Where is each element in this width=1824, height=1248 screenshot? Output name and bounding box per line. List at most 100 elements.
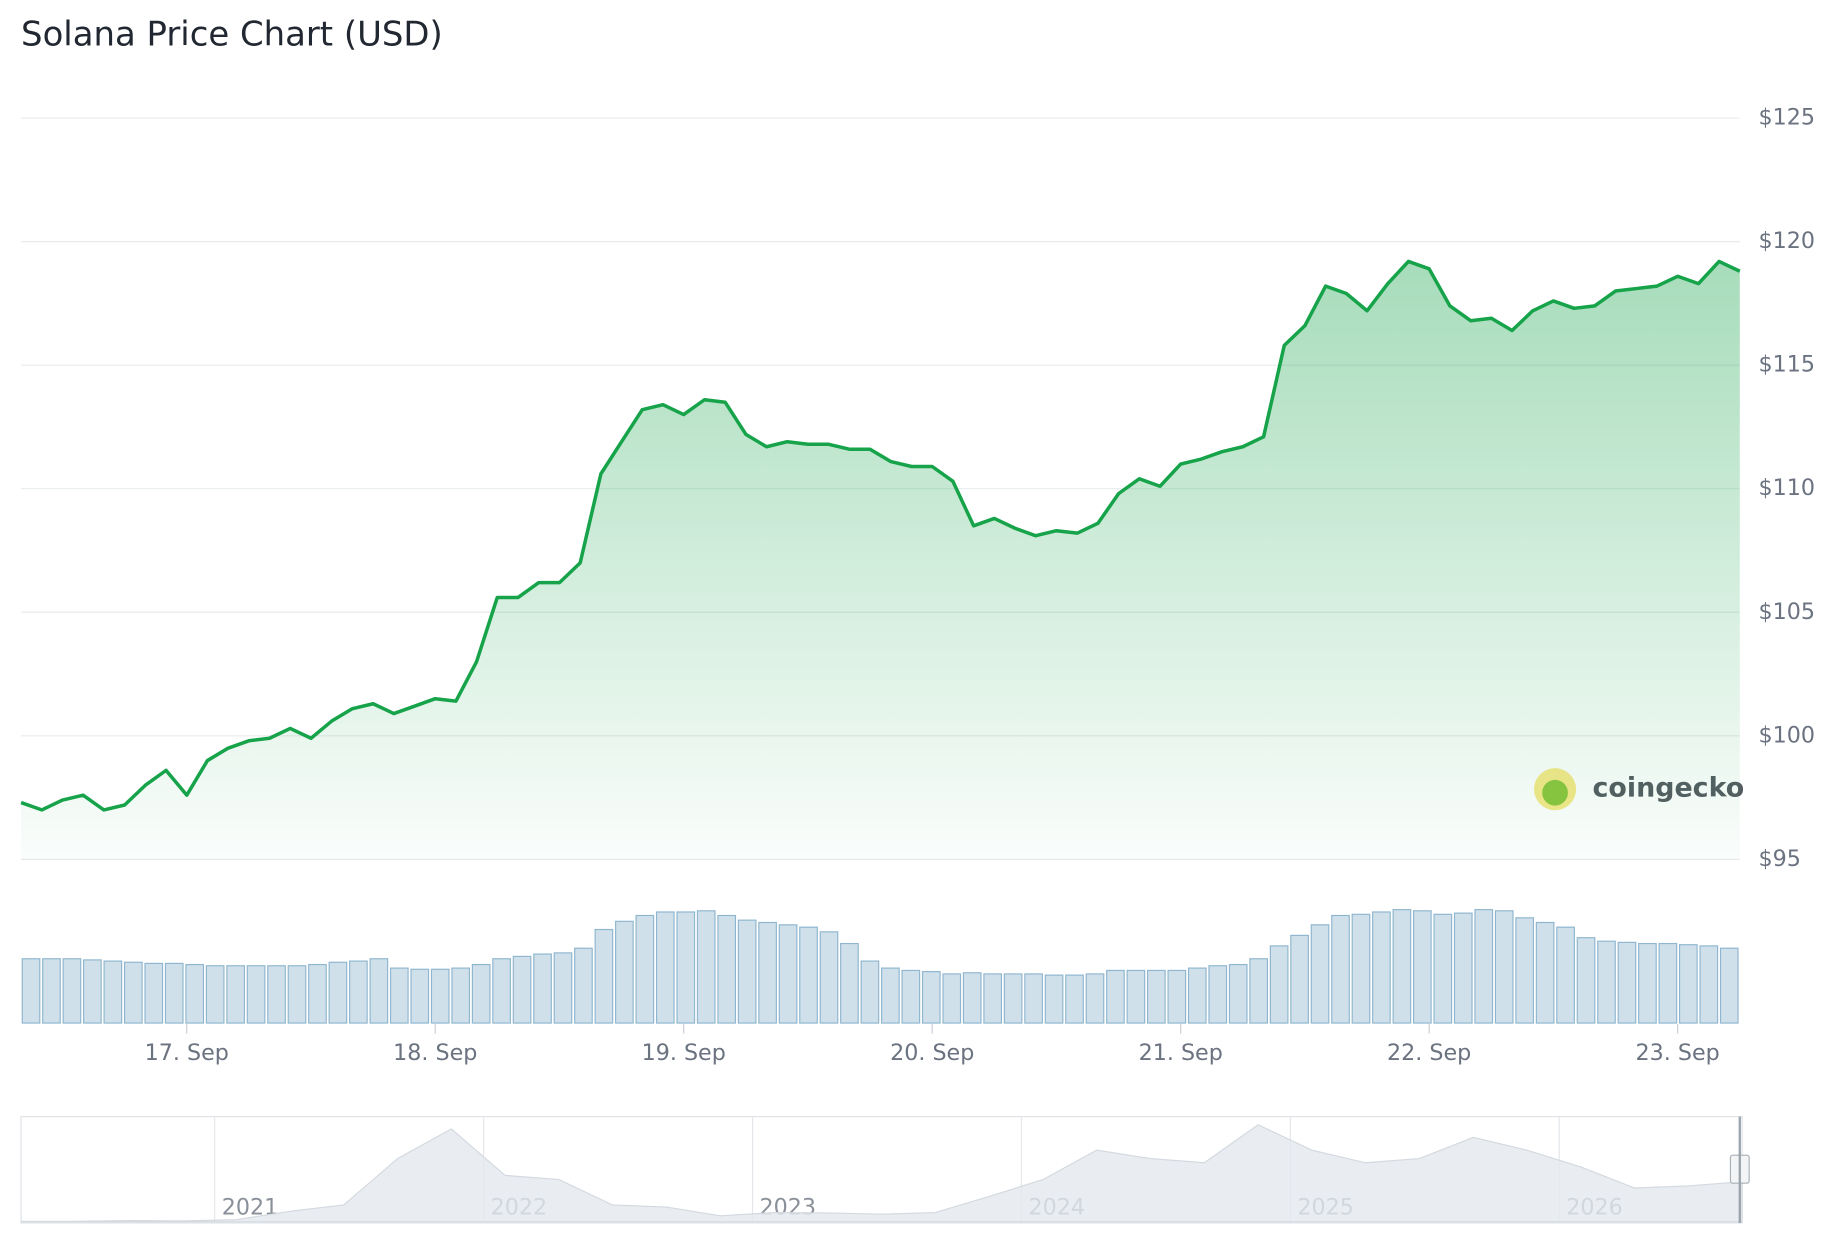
x-tick-label: 20. Sep bbox=[890, 1040, 974, 1066]
navigator-area bbox=[20, 1124, 1743, 1223]
volume-bar bbox=[1699, 945, 1719, 1024]
volume-bar bbox=[962, 972, 982, 1024]
volume-bar bbox=[533, 953, 552, 1024]
volume-bar bbox=[717, 914, 737, 1024]
x-tick-label: 18. Sep bbox=[393, 1040, 477, 1066]
y-tick-label: $95 bbox=[1758, 846, 1800, 872]
volume-bar bbox=[1147, 969, 1166, 1024]
volume-bar bbox=[123, 961, 143, 1024]
volume-bar bbox=[349, 960, 368, 1024]
volume-bar bbox=[1658, 942, 1678, 1024]
volume-bar bbox=[1310, 924, 1330, 1024]
volume-bar bbox=[62, 958, 82, 1024]
volume-bar bbox=[512, 955, 532, 1024]
volume-bar bbox=[451, 967, 471, 1024]
volume-bar bbox=[308, 964, 327, 1024]
x-tick-label: 21. Sep bbox=[1139, 1040, 1223, 1066]
volume-bar bbox=[696, 910, 716, 1024]
x-tick-label: 22. Sep bbox=[1387, 1040, 1471, 1066]
volume-bar bbox=[1678, 944, 1698, 1024]
volume-bar bbox=[21, 958, 41, 1024]
volume-bar bbox=[246, 965, 266, 1024]
y-tick-label: $120 bbox=[1758, 228, 1815, 254]
volume-bar bbox=[410, 968, 430, 1024]
volume-bar bbox=[287, 965, 307, 1024]
volume-bar bbox=[83, 959, 102, 1024]
volume-bar bbox=[901, 969, 921, 1024]
volume-bar bbox=[492, 958, 511, 1024]
volume-bar bbox=[1085, 973, 1105, 1024]
volume-bar bbox=[942, 973, 962, 1024]
volume-bar bbox=[1494, 910, 1514, 1024]
volume-bar bbox=[983, 973, 1003, 1024]
volume-bar bbox=[1597, 940, 1616, 1024]
volume-bar bbox=[185, 964, 205, 1024]
volume-bar bbox=[921, 971, 941, 1024]
volume-bar bbox=[1269, 945, 1289, 1024]
volume-bar bbox=[758, 921, 777, 1024]
volume-bar bbox=[226, 965, 245, 1024]
volume-bar bbox=[1331, 914, 1350, 1024]
y-tick-label: $115 bbox=[1758, 352, 1815, 378]
volume-bar bbox=[881, 967, 900, 1024]
volume-bar bbox=[164, 962, 184, 1024]
price-line bbox=[20, 259, 1741, 812]
volume-bar bbox=[1208, 965, 1228, 1024]
volume-bar bbox=[144, 962, 164, 1024]
volume-bar bbox=[737, 919, 757, 1024]
volume-bar bbox=[635, 914, 655, 1024]
volume-bar bbox=[860, 960, 880, 1024]
volume-bar bbox=[1044, 974, 1064, 1024]
volume-bar bbox=[1638, 942, 1657, 1024]
volume-bar bbox=[1433, 913, 1453, 1024]
volume-bar bbox=[1249, 958, 1269, 1024]
volume-bar bbox=[1126, 969, 1146, 1024]
volume-bar bbox=[1453, 912, 1473, 1024]
x-tick-label: 17. Sep bbox=[145, 1040, 229, 1066]
volume-bar bbox=[574, 947, 593, 1024]
volume-bar bbox=[1413, 910, 1432, 1024]
y-tick-label: $110 bbox=[1758, 475, 1815, 501]
y-tick-label: $125 bbox=[1758, 105, 1815, 131]
volume-bar bbox=[676, 911, 696, 1024]
y-tick-label: $105 bbox=[1758, 599, 1815, 625]
volume-bar bbox=[369, 958, 389, 1024]
volume-bar bbox=[1167, 969, 1187, 1024]
volume-bar bbox=[1535, 921, 1555, 1024]
x-tick-label: 19. Sep bbox=[642, 1040, 726, 1066]
volume-bar bbox=[1187, 967, 1207, 1024]
volume-bar bbox=[42, 958, 61, 1024]
volume-bar bbox=[1576, 937, 1596, 1024]
chart-title: Solana Price Chart (USD) bbox=[21, 15, 443, 54]
volume-bar bbox=[267, 965, 286, 1024]
volume-bar bbox=[1106, 969, 1125, 1024]
volume-bar bbox=[778, 924, 798, 1024]
volume-bar bbox=[328, 961, 348, 1024]
volume-bar bbox=[1024, 973, 1043, 1024]
volume-bar bbox=[1228, 964, 1248, 1024]
volume-bar bbox=[1372, 911, 1391, 1024]
volume-bar bbox=[1290, 934, 1309, 1024]
volume-bar bbox=[1617, 941, 1637, 1024]
volume-bar bbox=[799, 926, 818, 1024]
volume-bar bbox=[103, 960, 123, 1024]
volume-bar bbox=[615, 920, 634, 1024]
volume-bar bbox=[205, 965, 225, 1024]
volume-bar bbox=[430, 968, 450, 1024]
volume-bar bbox=[1474, 909, 1494, 1024]
volume-bar bbox=[471, 964, 491, 1024]
volume-bar bbox=[553, 952, 573, 1024]
volume-bar bbox=[1515, 917, 1535, 1024]
volume-bar bbox=[1719, 947, 1739, 1024]
volume-bar bbox=[840, 942, 859, 1024]
x-tick-label: 23. Sep bbox=[1636, 1040, 1720, 1066]
volume-bar bbox=[1392, 909, 1412, 1024]
volume-bar bbox=[594, 928, 614, 1024]
volume-bar bbox=[1556, 926, 1575, 1024]
price-area bbox=[21, 261, 1740, 860]
volume-bar bbox=[1351, 913, 1371, 1024]
y-tick-label: $100 bbox=[1758, 722, 1815, 748]
volume-bar bbox=[1003, 973, 1023, 1024]
